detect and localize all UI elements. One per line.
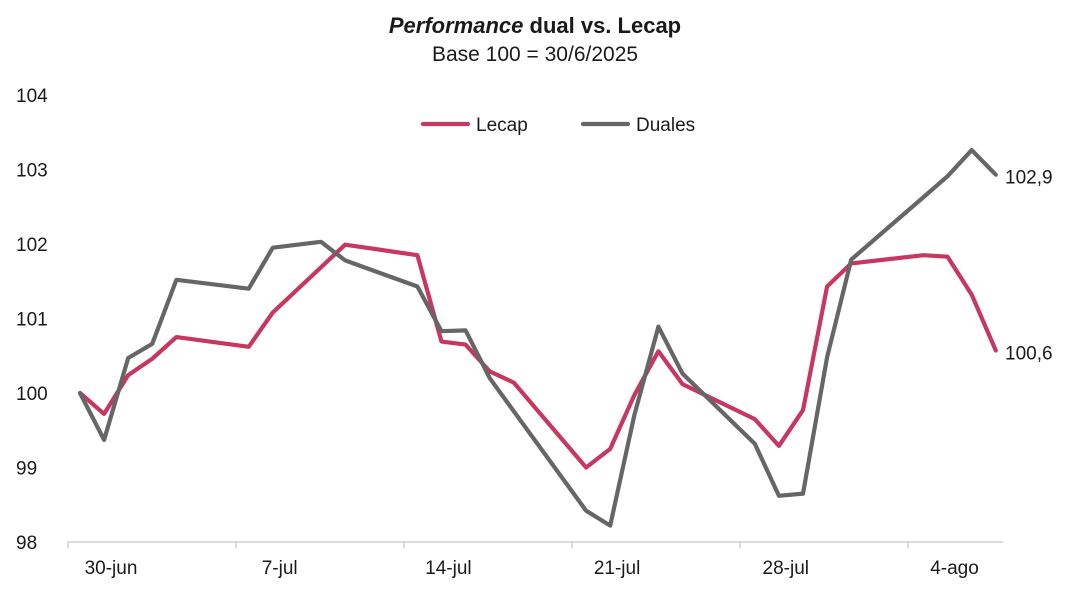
y-axis: 98 99 100 101 102 103 104 <box>16 86 48 554</box>
legend-label-lecap: Lecap <box>476 115 528 136</box>
x-tick-label: 7-jul <box>262 558 298 579</box>
y-tick-label: 102 <box>16 235 48 256</box>
x-tick-label: 4-ago <box>930 558 979 579</box>
chart-title: Performance dual vs. Lecap <box>389 13 681 38</box>
y-tick-label: 103 <box>16 161 48 182</box>
y-tick-label: 100 <box>16 384 48 405</box>
chart-subtitle: Base 100 = 30/6/2025 <box>432 43 638 66</box>
x-tick-label: 30-jun <box>85 558 138 579</box>
x-axis: 30-jun 7-jul 14-jul 21-jul 28-jul 4-ago <box>67 541 1003 579</box>
end-labels: 100,6 102,9 <box>1005 168 1053 365</box>
end-label-duales: 102,9 <box>1005 168 1053 189</box>
y-tick-label: 101 <box>16 310 48 331</box>
y-tick-label: 99 <box>16 459 37 480</box>
y-tick-label: 104 <box>16 86 48 107</box>
x-tick-label: 14-jul <box>425 558 471 579</box>
legend: Lecap Duales <box>420 115 695 136</box>
x-tick-label: 28-jul <box>763 558 809 579</box>
series-line-duales <box>77 148 998 528</box>
end-label-lecap: 100,6 <box>1005 344 1053 365</box>
series-layer <box>77 148 998 528</box>
legend-label-duales: Duales <box>636 115 695 136</box>
x-tick-label: 21-jul <box>594 558 640 579</box>
series-line-lecap <box>77 242 998 470</box>
chart-title-emphasis: Performance <box>389 13 524 38</box>
y-tick-label: 98 <box>16 533 37 554</box>
chart-title-rest: dual vs. Lecap <box>523 13 681 38</box>
